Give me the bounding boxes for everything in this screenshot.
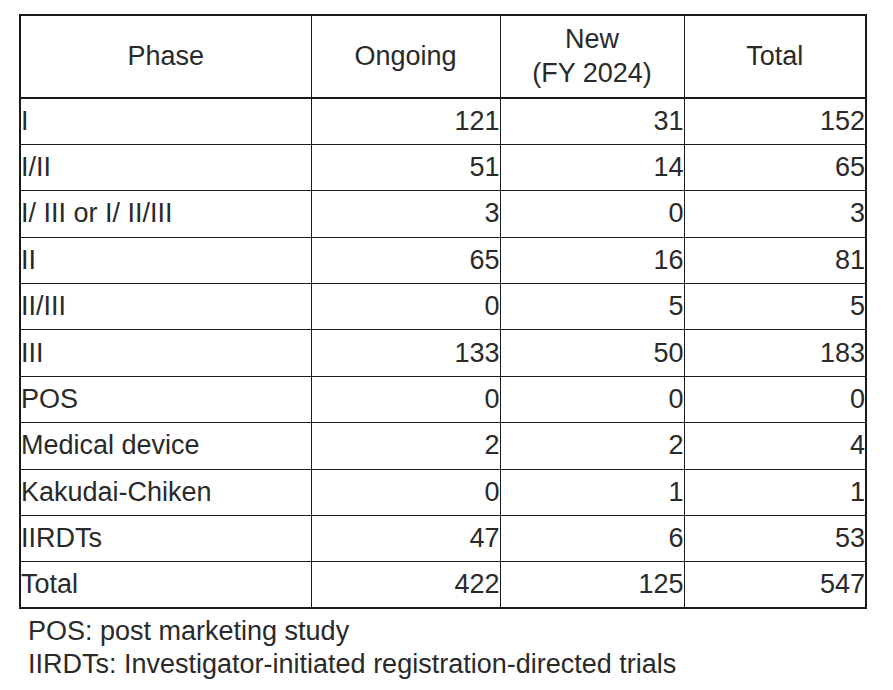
phase-cell: Kakudai-Chiken (20, 469, 311, 515)
column-header-total: Total (684, 15, 866, 98)
total-cell: 547 (684, 562, 866, 608)
total-cell: 0 (684, 376, 866, 422)
new-cell: 16 (500, 237, 684, 283)
ongoing-cell: 0 (311, 376, 500, 422)
ongoing-cell: 133 (311, 330, 500, 376)
ongoing-cell: 47 (311, 516, 500, 562)
new-cell: 31 (500, 98, 684, 144)
phase-cell: POS (20, 376, 311, 422)
table-row: I12131152 (20, 98, 866, 144)
total-cell: 152 (684, 98, 866, 144)
phase-cell: II (20, 237, 311, 283)
table-row: II651681 (20, 237, 866, 283)
column-header-new: New (FY 2024) (500, 15, 684, 98)
total-cell: 81 (684, 237, 866, 283)
ongoing-cell: 2 (311, 423, 500, 469)
new-cell: 50 (500, 330, 684, 376)
total-cell: 53 (684, 516, 866, 562)
footnote-pos: POS: post marketing study (28, 615, 676, 648)
ongoing-cell: 65 (311, 237, 500, 283)
total-cell: 5 (684, 284, 866, 330)
column-header-ongoing: Ongoing (311, 15, 500, 98)
total-cell: 65 (684, 144, 866, 190)
ongoing-cell: 121 (311, 98, 500, 144)
new-cell: 6 (500, 516, 684, 562)
ongoing-cell: 0 (311, 469, 500, 515)
ongoing-cell: 0 (311, 284, 500, 330)
table-row: Total422125547 (20, 562, 866, 608)
new-cell: 0 (500, 376, 684, 422)
new-cell: 0 (500, 191, 684, 237)
header-row: Phase Ongoing New (FY 2024) Total (20, 15, 866, 98)
phase-cell: Total (20, 562, 311, 608)
ongoing-cell: 422 (311, 562, 500, 608)
phase-cell: IIRDTs (20, 516, 311, 562)
phase-cell: I/ III or I/ II/III (20, 191, 311, 237)
table-row: Medical device224 (20, 423, 866, 469)
new-cell: 125 (500, 562, 684, 608)
document-page: Phase Ongoing New (FY 2024) Total I12131… (0, 0, 893, 690)
table-row: I/ III or I/ II/III303 (20, 191, 866, 237)
table-row: IIRDTs47653 (20, 516, 866, 562)
new-cell: 14 (500, 144, 684, 190)
new-cell: 2 (500, 423, 684, 469)
column-header-phase: Phase (20, 15, 311, 98)
table-row: I/II511465 (20, 144, 866, 190)
phase-cell: II/III (20, 284, 311, 330)
ongoing-cell: 3 (311, 191, 500, 237)
table-row: POS000 (20, 376, 866, 422)
phase-cell: III (20, 330, 311, 376)
footnote-iirdts: IIRDTs: Investigator-initiated registrat… (28, 648, 676, 681)
new-cell: 1 (500, 469, 684, 515)
phase-cell: I (20, 98, 311, 144)
table-row: III13350183 (20, 330, 866, 376)
table-row: II/III055 (20, 284, 866, 330)
total-cell: 3 (684, 191, 866, 237)
total-cell: 4 (684, 423, 866, 469)
total-cell: 1 (684, 469, 866, 515)
clinical-trials-table: Phase Ongoing New (FY 2024) Total I12131… (19, 14, 867, 609)
new-cell: 5 (500, 284, 684, 330)
phase-cell: Medical device (20, 423, 311, 469)
footnotes: POS: post marketing study IIRDTs: Invest… (28, 615, 676, 681)
ongoing-cell: 51 (311, 144, 500, 190)
table-row: Kakudai-Chiken011 (20, 469, 866, 515)
total-cell: 183 (684, 330, 866, 376)
phase-cell: I/II (20, 144, 311, 190)
table-body: I12131152I/II511465I/ III or I/ II/III30… (20, 98, 866, 608)
